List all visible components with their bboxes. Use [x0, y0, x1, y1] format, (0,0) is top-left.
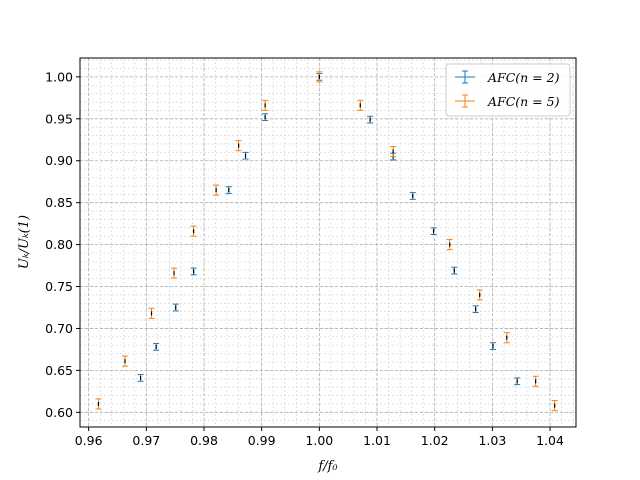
data-point-series-1	[489, 342, 496, 350]
y-tick-label: 0.60	[45, 405, 73, 420]
legend-label-afc-n5: AFC(n = 5)	[487, 94, 560, 109]
x-tick-label: 0.97	[132, 433, 160, 448]
y-tick-label: 0.75	[45, 279, 73, 294]
data-point-series-1	[153, 343, 160, 351]
y-tick-label: 0.85	[45, 195, 73, 210]
data-point-series-1	[430, 227, 437, 236]
data-point-series-2	[171, 267, 178, 279]
data-point-series-2	[95, 398, 102, 410]
data-point-series-1	[242, 151, 249, 160]
legend-marker-afc-n2	[455, 70, 475, 84]
y-tick-label: 0.80	[45, 237, 73, 252]
x-tick-label: 1.01	[363, 433, 391, 448]
data-point-series-2	[357, 99, 364, 111]
data-point-series-1	[137, 374, 144, 382]
x-tick-label: 1.00	[305, 433, 333, 448]
data-point-series-2	[121, 355, 128, 367]
data-point-series-1	[472, 305, 479, 314]
major-grid	[80, 58, 576, 427]
data-point-series-2	[476, 289, 483, 301]
y-tick-label: 0.90	[45, 153, 73, 168]
legend-box	[445, 63, 571, 117]
data-point-series-1	[514, 377, 521, 386]
data-point-series-1	[262, 113, 269, 121]
data-point-series-2	[213, 184, 220, 196]
data-point-series-1	[190, 267, 197, 276]
x-tick-label: 1.03	[478, 433, 506, 448]
x-tick-label: 0.96	[75, 433, 103, 448]
x-tick-label: 0.99	[248, 433, 276, 448]
y-tick-label: 1.00	[45, 69, 73, 84]
x-axis-label: f/f₀	[317, 459, 338, 474]
data-point-series-1	[367, 115, 374, 124]
y-tick-label: 0.65	[45, 363, 73, 378]
y-axis-label: Uₖ/Uₖ(1)	[17, 215, 32, 269]
data-point-series-2	[551, 400, 558, 412]
data-points	[95, 71, 558, 412]
legend-marker-afc-n5	[455, 94, 475, 108]
y-tick-label: 0.95	[45, 111, 73, 126]
data-point-series-1	[172, 303, 179, 312]
data-point-series-2	[446, 239, 453, 251]
x-tick-label: 0.98	[190, 433, 218, 448]
y-tick-label: 0.70	[45, 321, 73, 336]
legend: AFC(n = 2) AFC(n = 5)	[445, 63, 571, 117]
data-point-series-2	[390, 145, 397, 158]
data-point-series-2	[148, 307, 155, 319]
data-point-series-2	[262, 99, 269, 111]
data-point-series-2	[235, 140, 242, 152]
legend-label-afc-n2: AFC(n = 2)	[487, 70, 560, 85]
data-point-series-2	[503, 332, 510, 344]
data-point-series-1	[451, 266, 458, 275]
plot-frame	[79, 57, 577, 428]
data-point-series-1	[409, 192, 416, 200]
x-tick-label: 1.02	[421, 433, 449, 448]
data-point-series-2	[532, 375, 539, 387]
data-point-series-2	[316, 71, 323, 83]
x-tick-label: 1.04	[536, 433, 564, 448]
data-point-series-2	[190, 225, 197, 237]
axis-ticks: 0.96 0.97 0.98 0.99 1.00 1.01 1.02 1.03 1.04 0.60…	[45, 69, 564, 448]
data-point-series-1	[225, 186, 232, 194]
